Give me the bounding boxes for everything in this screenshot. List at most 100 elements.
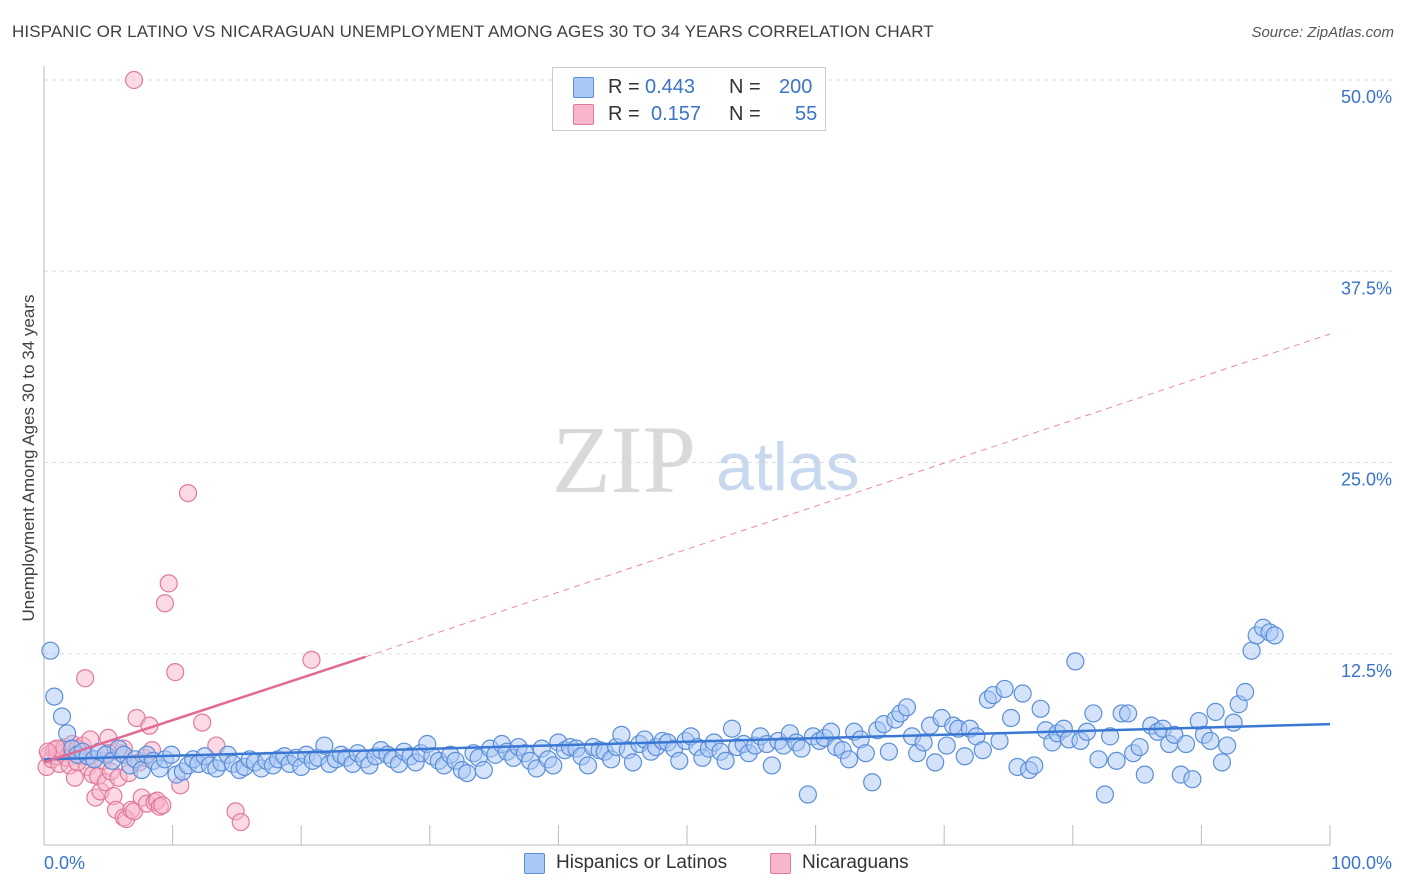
stats-legend: R = 0.443 N = 200 R = 0.157 N = 55 xyxy=(552,67,826,131)
data-point xyxy=(1224,713,1243,732)
data-point xyxy=(670,751,689,770)
nicaraguans-trend-extension xyxy=(365,333,1331,658)
data-point xyxy=(973,741,992,760)
nicaraguans-trend-line xyxy=(43,655,366,764)
data-point xyxy=(995,679,1014,699)
data-point xyxy=(1183,770,1202,789)
data-point xyxy=(166,663,185,682)
data-point xyxy=(1130,737,1149,757)
data-point xyxy=(1218,736,1237,755)
nicaraguans-points xyxy=(37,70,321,832)
y-axis-label: Unemployment Among Ages 30 to 34 years xyxy=(19,295,38,622)
watermark-atlas: atlas xyxy=(716,429,860,505)
legend-label: Hispanics or Latinos xyxy=(556,852,728,873)
data-point xyxy=(1100,727,1120,746)
data-point xyxy=(792,739,811,758)
data-point xyxy=(1084,704,1103,723)
data-point xyxy=(231,812,250,832)
data-point xyxy=(1212,753,1232,772)
data-point xyxy=(1013,684,1032,703)
gridlines xyxy=(44,79,1392,655)
y-tick-label: 12.5% xyxy=(1341,661,1392,681)
data-point xyxy=(457,763,477,783)
source-credit: Source: ZipAtlas.com xyxy=(1251,24,1394,41)
data-point xyxy=(990,731,1009,751)
data-point xyxy=(193,713,212,732)
data-point xyxy=(863,773,882,792)
data-point xyxy=(1265,626,1284,645)
legend-n-value: 55 xyxy=(795,103,818,125)
data-point xyxy=(623,753,643,772)
legend-r-value: 0.443 xyxy=(645,76,696,98)
legend-swatch-blue xyxy=(524,853,545,874)
data-point xyxy=(544,756,563,775)
data-point xyxy=(578,756,598,775)
legend-n-value: 200 xyxy=(779,76,813,98)
data-point xyxy=(1001,708,1021,728)
data-point xyxy=(1206,702,1225,721)
hispanics-points xyxy=(41,618,1284,804)
data-point xyxy=(937,736,956,755)
data-point xyxy=(45,687,64,706)
data-point xyxy=(153,796,172,815)
data-point xyxy=(124,70,144,90)
data-point xyxy=(1242,641,1261,660)
data-point xyxy=(1135,765,1154,784)
data-point xyxy=(1118,704,1138,723)
hispanics-trend-line xyxy=(43,722,1331,761)
y-tick-label: 25.0% xyxy=(1341,470,1392,490)
y-tick-label: 37.5% xyxy=(1341,278,1392,298)
data-point xyxy=(302,650,321,669)
legend-r-value: 0.157 xyxy=(651,103,702,125)
data-point xyxy=(1089,750,1108,769)
data-point xyxy=(879,742,899,761)
data-point xyxy=(1031,699,1050,718)
data-point xyxy=(955,747,974,766)
legend-r-label: R = xyxy=(608,76,640,98)
trend-lines xyxy=(43,333,1331,764)
data-point xyxy=(1095,785,1115,804)
data-point xyxy=(612,725,631,744)
data-point xyxy=(1066,652,1085,671)
data-point xyxy=(41,641,60,660)
data-point xyxy=(474,760,493,780)
legend-label: Nicaraguans xyxy=(802,852,909,873)
data-point xyxy=(58,724,77,743)
data-point xyxy=(1107,751,1126,770)
legend-n-label: N = xyxy=(729,103,761,125)
data-point xyxy=(159,574,178,593)
data-point xyxy=(38,742,57,761)
data-point xyxy=(1025,756,1044,775)
data-point xyxy=(722,719,742,738)
watermark-zip: ZIP xyxy=(552,406,696,513)
data-point xyxy=(52,707,72,726)
axes xyxy=(43,66,1331,846)
data-point xyxy=(716,751,735,770)
data-point xyxy=(1176,734,1196,754)
chart-title: HISPANIC OR LATINO VS NICARAGUAN UNEMPLO… xyxy=(12,22,934,41)
legend-swatch-pink xyxy=(573,104,594,125)
data-point xyxy=(1236,682,1255,702)
x-tick-label: 100.0% xyxy=(1331,853,1392,873)
data-point xyxy=(798,785,817,804)
data-point xyxy=(155,594,174,613)
data-point xyxy=(914,733,933,752)
data-point xyxy=(926,753,945,772)
data-point xyxy=(76,669,95,688)
data-point xyxy=(178,484,198,503)
data-point xyxy=(1201,731,1220,751)
x-tick-label: 0.0% xyxy=(44,853,85,873)
legend-swatch-blue xyxy=(573,77,594,98)
data-point xyxy=(897,698,917,717)
data-point xyxy=(315,736,334,755)
y-tick-label: 50.0% xyxy=(1341,87,1392,107)
legend-swatch-pink xyxy=(770,853,791,874)
legend-n-label: N = xyxy=(729,76,761,98)
watermark: ZIP atlas xyxy=(552,406,860,513)
data-point xyxy=(839,750,859,769)
legend-r-label: R = xyxy=(608,103,640,125)
data-point xyxy=(762,756,781,775)
tick-labels: 12.5% 25.0% 37.5% 50.0% 0.0% 100.0% xyxy=(44,87,1392,873)
data-point xyxy=(856,744,875,763)
